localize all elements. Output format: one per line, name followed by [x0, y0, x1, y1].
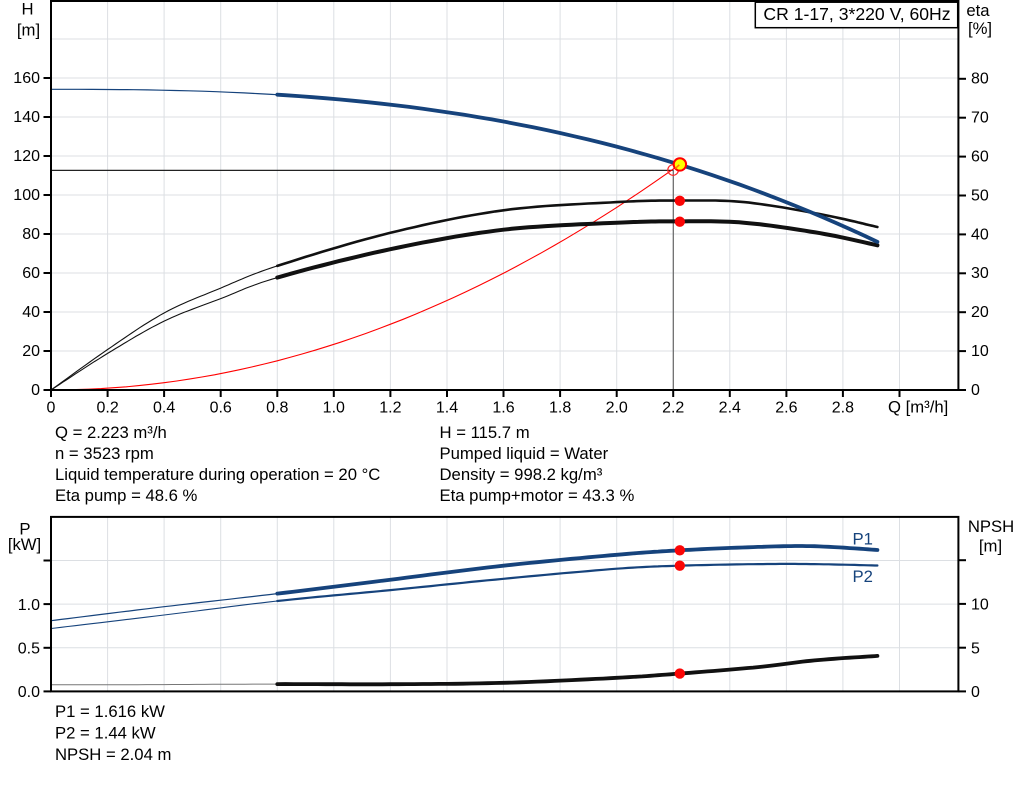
svg-text:0: 0 [971, 684, 980, 701]
svg-text:120: 120 [13, 148, 40, 165]
svg-text:160: 160 [13, 70, 40, 87]
svg-text:1.4: 1.4 [436, 400, 458, 417]
svg-text:0.0: 0.0 [18, 684, 40, 701]
svg-text:CR 1-17, 3*220 V, 60Hz: CR 1-17, 3*220 V, 60Hz [763, 4, 950, 24]
svg-text:140: 140 [13, 109, 40, 126]
svg-text:Density = 998.2 kg/m³: Density = 998.2 kg/m³ [440, 465, 603, 484]
svg-text:2.6: 2.6 [775, 400, 797, 417]
svg-text:[kW]: [kW] [8, 535, 41, 554]
svg-text:0.8: 0.8 [266, 400, 288, 417]
svg-text:40: 40 [971, 226, 989, 243]
svg-text:[m]: [m] [17, 21, 40, 40]
svg-text:[m]: [m] [979, 536, 1002, 555]
svg-text:H: H [21, 0, 33, 19]
svg-text:20: 20 [22, 343, 40, 360]
svg-text:1.0: 1.0 [18, 597, 40, 614]
svg-text:P1 = 1.616 kW: P1 = 1.616 kW [55, 702, 165, 721]
svg-text:10: 10 [971, 343, 989, 360]
svg-text:0: 0 [31, 382, 40, 399]
svg-text:0: 0 [47, 400, 56, 417]
svg-text:0.6: 0.6 [210, 400, 232, 417]
svg-text:P2 = 1.44 kW: P2 = 1.44 kW [55, 724, 156, 743]
svg-text:60: 60 [971, 149, 989, 166]
svg-text:P2: P2 [853, 567, 873, 586]
svg-text:P1: P1 [853, 529, 873, 548]
svg-text:n = 3523 rpm: n = 3523 rpm [55, 444, 154, 463]
svg-text:1.6: 1.6 [492, 400, 514, 417]
svg-text:80: 80 [971, 71, 989, 88]
svg-text:5: 5 [971, 640, 980, 657]
svg-text:H = 115.7 m: H = 115.7 m [440, 423, 530, 442]
svg-text:70: 70 [971, 110, 989, 127]
svg-text:Pumped liquid = Water: Pumped liquid = Water [440, 444, 609, 463]
svg-text:P: P [19, 520, 30, 539]
svg-text:Eta pump = 48.6 %: Eta pump = 48.6 % [55, 486, 198, 505]
svg-text:0: 0 [971, 382, 980, 399]
svg-text:Q = 2.223 m³/h: Q = 2.223 m³/h [55, 423, 167, 442]
svg-text:30: 30 [971, 265, 989, 282]
svg-text:NPSH = 2.04 m: NPSH = 2.04 m [55, 745, 171, 764]
svg-text:1.2: 1.2 [379, 400, 401, 417]
svg-text:[%]: [%] [968, 19, 992, 38]
svg-text:2.8: 2.8 [832, 400, 854, 417]
svg-text:80: 80 [22, 226, 40, 243]
svg-text:0.4: 0.4 [153, 400, 175, 417]
svg-text:2.4: 2.4 [719, 400, 741, 417]
svg-text:0.2: 0.2 [96, 400, 118, 417]
svg-text:40: 40 [22, 304, 40, 321]
svg-text:1.8: 1.8 [549, 400, 571, 417]
svg-text:50: 50 [971, 187, 989, 204]
svg-text:0.5: 0.5 [18, 641, 40, 658]
svg-text:2.0: 2.0 [606, 400, 628, 417]
svg-text:60: 60 [22, 265, 40, 282]
svg-text:10: 10 [971, 597, 989, 614]
svg-text:Liquid temperature during oper: Liquid temperature during operation = 20… [55, 465, 380, 484]
svg-text:2.2: 2.2 [662, 400, 684, 417]
svg-text:1.0: 1.0 [323, 400, 345, 417]
svg-text:Eta pump+motor = 43.3 %: Eta pump+motor = 43.3 % [440, 486, 635, 505]
svg-text:Q [m³/h]: Q [m³/h] [888, 398, 948, 417]
svg-text:100: 100 [13, 187, 40, 204]
svg-text:eta: eta [966, 1, 990, 20]
svg-text:NPSH: NPSH [968, 517, 1014, 536]
svg-text:20: 20 [971, 304, 989, 321]
